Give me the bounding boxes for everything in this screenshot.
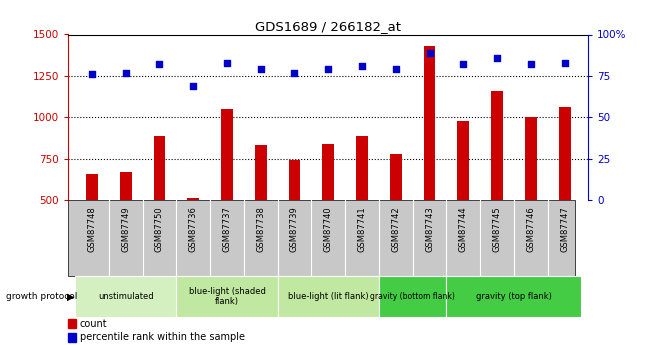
Text: GSM87749: GSM87749 xyxy=(121,206,130,252)
Bar xyxy=(525,117,537,200)
Bar xyxy=(86,174,97,200)
Text: ▶: ▶ xyxy=(67,292,75,302)
Bar xyxy=(120,172,131,200)
Bar xyxy=(424,46,436,200)
Bar xyxy=(289,160,300,200)
Text: percentile rank within the sample: percentile rank within the sample xyxy=(80,333,245,342)
Bar xyxy=(255,146,266,200)
Point xyxy=(357,63,367,69)
Text: unstimulated: unstimulated xyxy=(98,292,153,301)
Text: GSM87745: GSM87745 xyxy=(493,206,502,252)
Text: GSM87750: GSM87750 xyxy=(155,206,164,252)
Point xyxy=(560,60,570,66)
Bar xyxy=(176,276,278,317)
Text: GSM87737: GSM87737 xyxy=(222,206,231,252)
Point xyxy=(188,83,198,89)
Text: GSM87743: GSM87743 xyxy=(425,206,434,252)
Text: growth protocol: growth protocol xyxy=(6,292,78,301)
Bar xyxy=(390,154,402,200)
Bar xyxy=(75,276,176,317)
Bar xyxy=(221,109,233,200)
Point xyxy=(526,61,536,67)
Bar xyxy=(356,136,368,200)
Point xyxy=(154,61,164,67)
Text: GSM87742: GSM87742 xyxy=(391,206,400,252)
Text: GSM87736: GSM87736 xyxy=(188,206,198,252)
Text: GSM87747: GSM87747 xyxy=(560,206,569,252)
Bar xyxy=(153,136,165,200)
Bar xyxy=(187,198,199,200)
Bar xyxy=(458,121,469,200)
Text: GSM87739: GSM87739 xyxy=(290,206,299,252)
Text: GSM87748: GSM87748 xyxy=(87,206,96,252)
Point xyxy=(458,61,469,67)
Text: GSM87746: GSM87746 xyxy=(526,206,536,252)
Point xyxy=(289,70,300,75)
Point xyxy=(391,67,401,72)
Text: blue-light (lit flank): blue-light (lit flank) xyxy=(288,292,369,301)
Point xyxy=(323,67,333,72)
Point xyxy=(492,55,502,60)
Text: gravity (bottom flank): gravity (bottom flank) xyxy=(370,292,455,301)
Bar xyxy=(379,276,447,317)
Bar xyxy=(322,144,334,200)
Point xyxy=(222,60,232,66)
Point xyxy=(86,71,97,77)
Bar xyxy=(491,91,503,200)
Bar xyxy=(559,107,571,200)
Point xyxy=(255,67,266,72)
Text: count: count xyxy=(80,319,108,328)
Text: gravity (top flank): gravity (top flank) xyxy=(476,292,552,301)
Point xyxy=(424,50,435,56)
Title: GDS1689 / 266182_at: GDS1689 / 266182_at xyxy=(255,20,401,33)
Text: GSM87741: GSM87741 xyxy=(358,206,367,252)
Text: GSM87744: GSM87744 xyxy=(459,206,468,252)
Bar xyxy=(278,276,379,317)
Text: GSM87740: GSM87740 xyxy=(324,206,333,252)
Point xyxy=(120,70,131,75)
Text: GSM87738: GSM87738 xyxy=(256,206,265,252)
Text: blue-light (shaded
flank): blue-light (shaded flank) xyxy=(188,287,265,306)
Bar xyxy=(447,276,582,317)
